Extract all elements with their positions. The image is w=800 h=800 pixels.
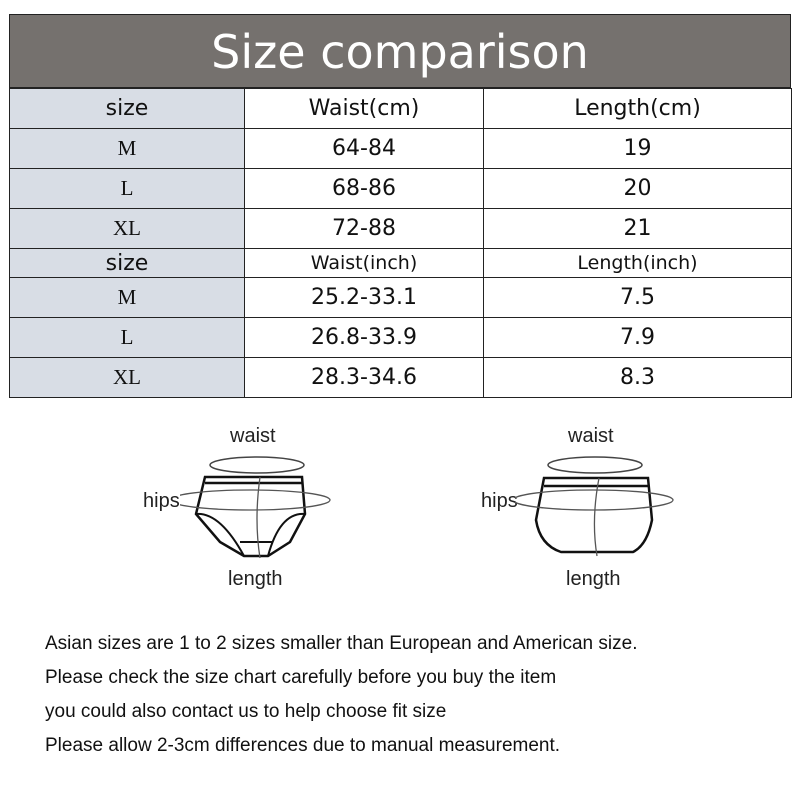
note-line: Asian sizes are 1 to 2 sizes smaller tha… xyxy=(45,633,638,654)
size-cell: XL xyxy=(9,208,245,249)
header-cell: Length(cm) xyxy=(483,88,792,129)
table-row: M 25.2-33.1 7.5 xyxy=(9,277,792,318)
waist-cell: 25.2-33.1 xyxy=(244,277,484,318)
hips-label: hips xyxy=(143,490,180,512)
table-row: XL 72-88 21 xyxy=(9,208,792,249)
header-cell: size xyxy=(9,88,245,129)
size-table: size Waist(cm) Length(cm) M 64-84 19 L 68-86 2… xyxy=(9,88,792,398)
length-cell: 21 xyxy=(483,208,792,249)
length-label: length xyxy=(566,568,621,590)
waist-cell: 28.3-34.6 xyxy=(244,357,484,398)
length-cell: 20 xyxy=(483,168,792,209)
table-row: XL 28.3-34.6 8.3 xyxy=(9,357,792,398)
size-cell: M xyxy=(9,128,245,169)
table-row: M 64-84 19 xyxy=(9,128,792,169)
waist-cell: 72-88 xyxy=(244,208,484,249)
length-cell: 19 xyxy=(483,128,792,169)
size-cell: L xyxy=(9,168,245,209)
length-cell: 7.9 xyxy=(483,317,792,358)
size-cell: XL xyxy=(9,357,245,398)
waist-label: waist xyxy=(568,425,614,447)
table-row: L 68-86 20 xyxy=(9,168,792,209)
waist-cell: 26.8-33.9 xyxy=(244,317,484,358)
header-cell: Waist(cm) xyxy=(244,88,484,129)
header-cell: size xyxy=(9,248,245,278)
length-cell: 7.5 xyxy=(483,277,792,318)
table-row: L 26.8-33.9 7.9 xyxy=(9,317,792,358)
table-header-inch: size Waist(inch) Length(inch) xyxy=(9,248,792,278)
size-cell: M xyxy=(9,277,245,318)
header-cell: Length(inch) xyxy=(483,248,792,278)
hips-label: hips xyxy=(481,490,518,512)
header-cell: Waist(inch) xyxy=(244,248,484,278)
page-title: Size comparison xyxy=(9,14,791,88)
waist-cell: 68-86 xyxy=(244,168,484,209)
length-cell: 8.3 xyxy=(483,357,792,398)
size-cell: L xyxy=(9,317,245,358)
note-line: you could also contact us to help choose… xyxy=(45,701,447,722)
boxers-diagram-icon xyxy=(515,456,674,557)
waist-label: waist xyxy=(230,425,276,447)
waist-cell: 64-84 xyxy=(244,128,484,169)
note-line: Please check the size chart carefully be… xyxy=(45,667,557,688)
length-label: length xyxy=(228,568,283,590)
table-header-cm: size Waist(cm) Length(cm) xyxy=(9,88,792,129)
note-line: Please allow 2-3cm differences due to ma… xyxy=(45,735,561,756)
briefs-diagram-icon xyxy=(180,456,331,559)
